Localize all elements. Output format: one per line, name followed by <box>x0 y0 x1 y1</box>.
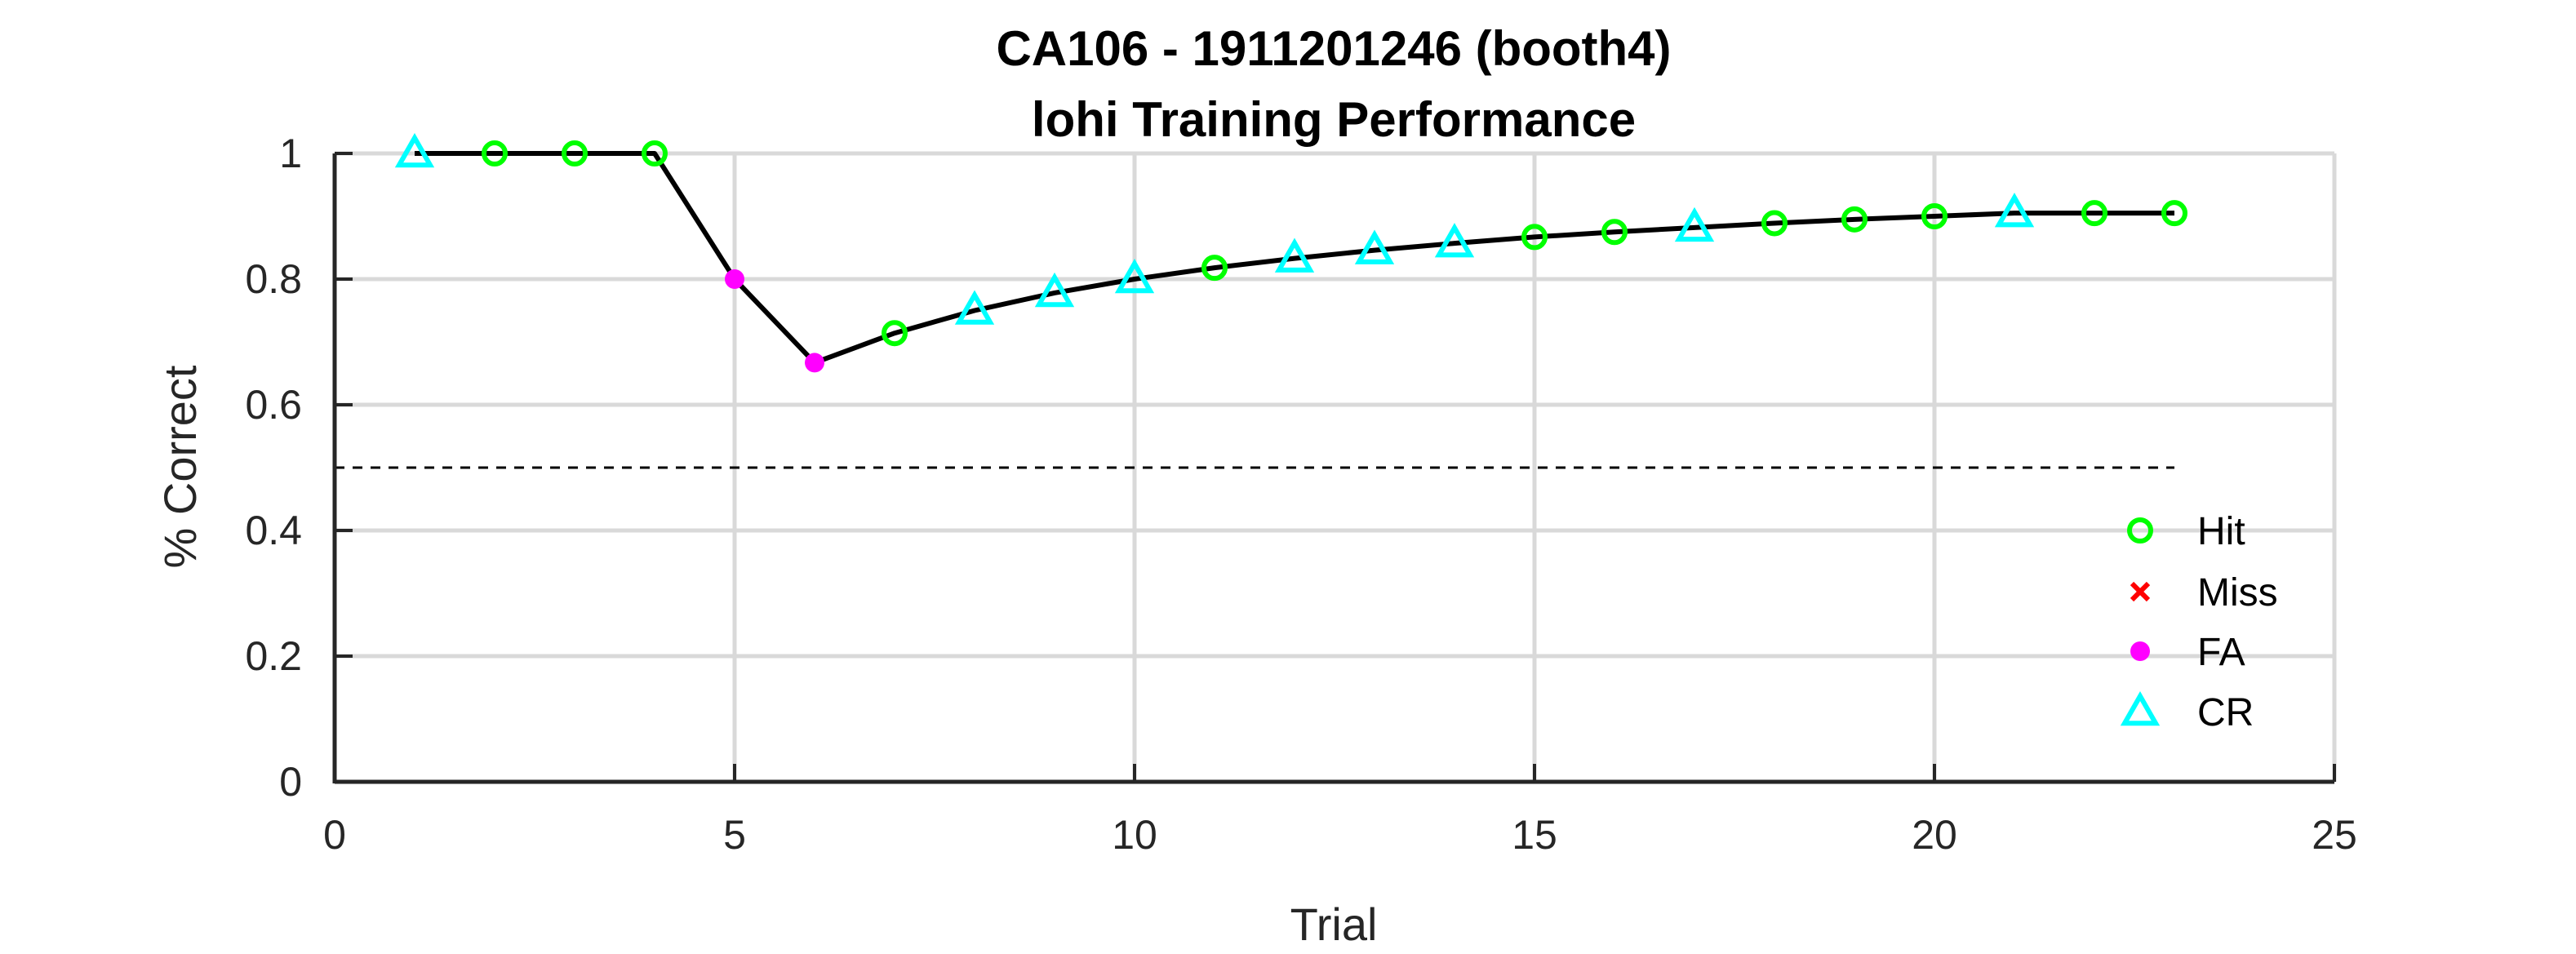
marker-cr <box>394 132 435 168</box>
marker-cr <box>1434 223 1475 258</box>
x-tick-label: 5 <box>723 812 746 858</box>
legend-entry-miss: Miss <box>2130 571 2278 615</box>
chart-title: CA106 - 1911201246 (booth4) <box>996 21 1671 76</box>
legend-label: Hit <box>2197 510 2245 553</box>
x-tick-label: 25 <box>2312 812 2357 858</box>
legend: Hit Miss FA CR <box>2120 510 2278 734</box>
marker-cr <box>1994 193 2035 228</box>
grid <box>335 151 2337 782</box>
marker-hit <box>1921 203 1948 229</box>
chart-subtitle: lohi Training Performance <box>1032 92 1636 147</box>
x-axis-ticks: 0 5 10 15 20 25 <box>323 764 2357 858</box>
marker-hit <box>1601 219 1628 246</box>
legend-label: Miss <box>2197 571 2278 615</box>
y-axis-ticks: 0 0.2 0.4 0.6 0.8 1 <box>245 131 353 805</box>
performance-series <box>415 151 2174 366</box>
y-tick-label: 0.2 <box>245 633 302 679</box>
marker-cr <box>1354 229 1395 264</box>
marker-cr <box>1034 272 1075 308</box>
marker-fa <box>725 269 744 289</box>
legend-marker-cr <box>2120 690 2161 726</box>
y-tick-label: 0.8 <box>245 256 302 302</box>
performance-line <box>415 151 2174 366</box>
legend-entry-hit: Hit <box>2127 510 2245 553</box>
marker-cr <box>1274 237 1315 273</box>
marker-cr <box>1114 258 1155 294</box>
x-tick-label: 0 <box>323 812 346 858</box>
legend-entry-cr: CR <box>2120 690 2254 734</box>
legend-marker-miss <box>2130 581 2151 602</box>
x-axis-label: Trial <box>1290 899 1378 950</box>
marker-hit <box>1521 224 1548 251</box>
axes <box>332 153 2334 784</box>
legend-entry-fa: FA <box>2130 631 2245 674</box>
marker-hit <box>642 140 668 166</box>
y-tick-label: 0.6 <box>245 382 302 428</box>
legend-marker-hit <box>2127 517 2153 544</box>
x-tick-label: 10 <box>1112 812 1157 858</box>
marker-hit <box>1201 255 1228 282</box>
marker-fa <box>805 353 824 373</box>
legend-marker-fa <box>2130 641 2150 661</box>
marker-hit <box>1841 206 1868 233</box>
y-tick-label: 0.4 <box>245 508 302 553</box>
legend-label: FA <box>2197 631 2245 674</box>
marker-cr <box>1674 206 1715 242</box>
miss-stroke <box>2130 581 2151 602</box>
trial-markers <box>394 132 2187 373</box>
marker-hit <box>1761 210 1788 237</box>
marker-hit <box>562 140 588 166</box>
marker-hit <box>2161 200 2187 227</box>
marker-cr <box>954 290 995 325</box>
marker-hit <box>2081 200 2107 227</box>
legend-label: CR <box>2197 691 2254 734</box>
x-tick-label: 15 <box>1512 812 1557 858</box>
y-tick-label: 0 <box>279 759 302 805</box>
y-tick-label: 1 <box>279 131 302 176</box>
marker-hit <box>482 140 508 166</box>
marker-hit <box>882 320 908 347</box>
y-axis-label: % Correct <box>154 365 206 568</box>
x-tick-label: 20 <box>1912 812 1957 858</box>
